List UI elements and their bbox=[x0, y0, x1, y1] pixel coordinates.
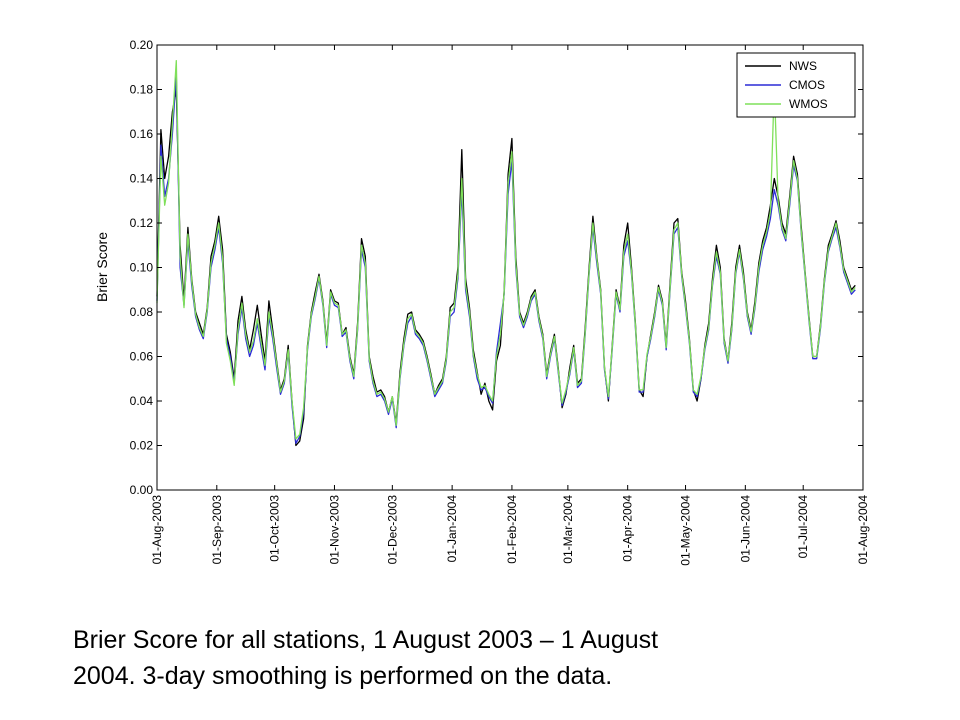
y-tick-label: 0.04 bbox=[130, 394, 154, 408]
x-tick-label: 01-Aug-2004 bbox=[856, 495, 870, 565]
series-line-wmos bbox=[156, 59, 856, 440]
y-tick-label: 0.02 bbox=[130, 439, 154, 453]
legend: NWS CMOS WMOS bbox=[736, 52, 856, 118]
brier-score-chart: 0.00 0.02 0.04 0.06 0.08 0.10 0.12 0.14 0.16 0.18… bbox=[94, 38, 870, 566]
y-tick-label: 0.20 bbox=[130, 38, 154, 52]
x-tick-label: 01-Jul-2004 bbox=[796, 495, 810, 559]
y-tick-label: 0.00 bbox=[130, 483, 154, 497]
x-tick-label: 01-Apr-2004 bbox=[621, 495, 635, 562]
legend-label-wmos: WMOS bbox=[789, 97, 828, 111]
y-tick-label: 0.06 bbox=[130, 350, 154, 364]
legend-label-nws: NWS bbox=[789, 59, 817, 73]
x-tick-label: 01-Nov-2003 bbox=[327, 495, 341, 565]
y-tick-label: 0.14 bbox=[130, 172, 154, 186]
x-tick-label: 01-May-2004 bbox=[679, 495, 693, 566]
x-tick-label: 01-Aug-2003 bbox=[150, 495, 164, 565]
x-tick-label: 01-Feb-2004 bbox=[505, 495, 519, 564]
caption-line-1: Brier Score for all stations, 1 August 2… bbox=[73, 626, 659, 654]
series-layer bbox=[156, 59, 856, 447]
y-axis-label: Brier Score bbox=[94, 232, 110, 302]
y-tick-label: 0.12 bbox=[130, 216, 154, 230]
series-line-nws bbox=[156, 88, 856, 447]
y-tick-label: 0.10 bbox=[130, 261, 154, 275]
x-tick-label: 01-Jun-2004 bbox=[738, 495, 752, 563]
x-tick-label: 01-Oct-2003 bbox=[268, 495, 282, 562]
y-tick-label: 0.16 bbox=[130, 127, 154, 141]
x-tick-label: 01-Mar-2004 bbox=[561, 495, 575, 564]
y-axis: 0.00 0.02 0.04 0.06 0.08 0.10 0.12 0.14 0.16 0.18… bbox=[130, 38, 863, 497]
series-line-cmos bbox=[156, 73, 856, 444]
x-tick-label: 01-Dec-2003 bbox=[385, 495, 399, 565]
x-axis: 01-Aug-2003 01-Sep-2003 01-Oct-2003 01-Nov-… bbox=[150, 45, 870, 566]
y-tick-label: 0.08 bbox=[130, 305, 154, 319]
legend-label-cmos: CMOS bbox=[789, 78, 825, 92]
y-tick-label: 0.18 bbox=[130, 83, 154, 97]
x-tick-label: 01-Sep-2003 bbox=[210, 495, 224, 565]
figure-caption: Brier Score for all stations, 1 August 2… bbox=[73, 622, 913, 694]
x-tick-label: 01-Jan-2004 bbox=[445, 495, 459, 563]
caption-line-2: 2004. 3-day smoothing is performed on th… bbox=[73, 662, 613, 690]
